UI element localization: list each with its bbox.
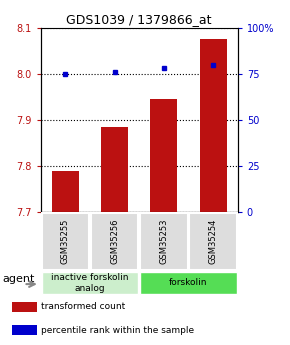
Title: GDS1039 / 1379866_at: GDS1039 / 1379866_at <box>66 13 212 27</box>
Bar <box>12 325 37 335</box>
Text: GSM35256: GSM35256 <box>110 219 119 264</box>
Text: GSM35253: GSM35253 <box>159 219 168 264</box>
Text: inactive forskolin
analog: inactive forskolin analog <box>51 273 129 293</box>
Bar <box>189 213 237 270</box>
Text: percentile rank within the sample: percentile rank within the sample <box>41 326 194 335</box>
Text: GSM35254: GSM35254 <box>209 219 218 264</box>
Text: transformed count: transformed count <box>41 302 125 311</box>
Bar <box>101 127 128 212</box>
Bar <box>200 39 227 212</box>
Text: GSM35255: GSM35255 <box>61 219 70 264</box>
Bar <box>150 99 177 212</box>
Text: forskolin: forskolin <box>169 278 208 287</box>
Bar <box>12 302 37 312</box>
Bar <box>52 171 79 212</box>
Text: agent: agent <box>2 274 35 284</box>
Bar <box>140 272 237 294</box>
Bar <box>41 213 89 270</box>
Bar <box>91 213 138 270</box>
Bar <box>140 213 188 270</box>
Bar <box>41 272 138 294</box>
